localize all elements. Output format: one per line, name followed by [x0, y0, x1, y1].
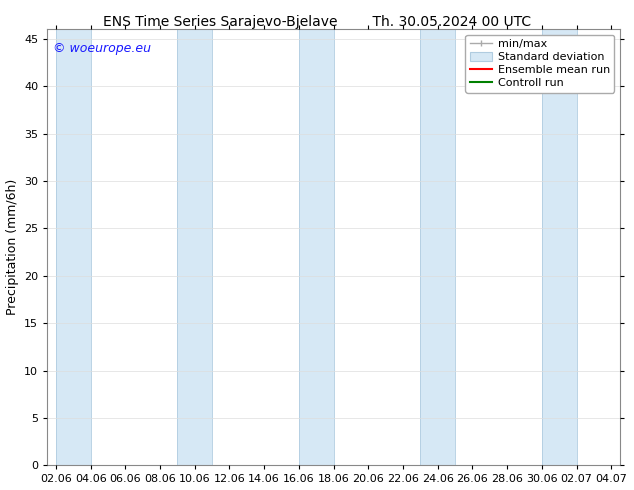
Bar: [299, 29, 333, 465]
Legend: min/max, Standard deviation, Ensemble mean run, Controll run: min/max, Standard deviation, Ensemble me…: [465, 35, 614, 93]
Bar: [56, 29, 91, 465]
Bar: [542, 29, 576, 465]
Bar: [420, 29, 455, 465]
Bar: [178, 29, 212, 465]
Y-axis label: Precipitation (mm/6h): Precipitation (mm/6h): [6, 179, 18, 316]
Text: © woeurope.eu: © woeurope.eu: [53, 43, 151, 55]
Text: ENS Time Series Sarajevo-Bjelave        Th. 30.05.2024 00 UTC: ENS Time Series Sarajevo-Bjelave Th. 30.…: [103, 15, 531, 29]
